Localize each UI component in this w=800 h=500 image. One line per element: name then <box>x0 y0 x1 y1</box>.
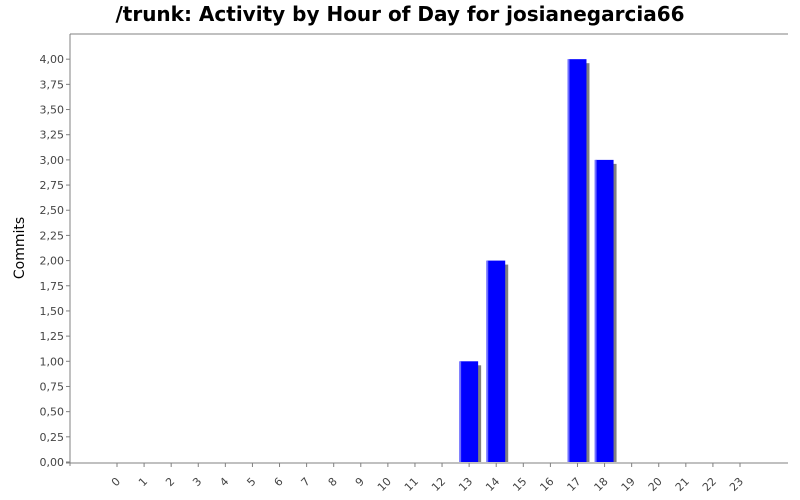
y-tick-label: 1,75 <box>40 280 65 293</box>
y-tick-label: 3,50 <box>40 104 65 117</box>
x-tick-label: 6 <box>272 475 286 489</box>
x-tick-label: 7 <box>299 475 313 489</box>
x-tick-label: 5 <box>244 475 258 489</box>
bar-highlight <box>567 59 570 462</box>
y-axis: 0,00 0,25 0,50 0,75 1,00 1,25 1,50 1,75 2,00 2,25… <box>40 53 70 469</box>
bar <box>595 159 614 462</box>
x-tick-label: 13 <box>456 475 475 494</box>
plot-background <box>70 34 788 462</box>
y-tick-label: 0,50 <box>40 406 65 419</box>
x-tick-label: 12 <box>429 475 448 494</box>
bar <box>487 260 506 462</box>
y-tick-label: 4,00 <box>40 53 65 66</box>
bar <box>460 361 479 462</box>
x-tick-label: 4 <box>217 475 231 489</box>
plot-area <box>66 33 788 466</box>
y-tick-label: 1,50 <box>40 305 65 318</box>
x-tick-label: 3 <box>190 475 204 489</box>
x-tick-label: 20 <box>646 475 665 494</box>
chart-title: /trunk: Activity by Hour of Day for josi… <box>115 2 685 26</box>
x-tick-label: 1 <box>136 475 150 489</box>
y-tick-label: 2,25 <box>40 229 65 242</box>
x-tick-label: 21 <box>673 475 692 494</box>
x-tick-label: 17 <box>565 475 584 494</box>
bar-highlight <box>459 361 462 462</box>
bar-highlight <box>594 159 597 462</box>
y-tick-label: 3,25 <box>40 129 65 142</box>
y-tick-label: 3,75 <box>40 78 65 91</box>
y-axis-label: Commits <box>12 217 28 279</box>
bar-highlight <box>486 260 489 462</box>
x-tick-label: 18 <box>592 475 611 494</box>
y-tick-label: 3,00 <box>40 154 65 167</box>
x-tick-label: 11 <box>402 475 421 494</box>
x-tick-label: 8 <box>326 475 340 489</box>
y-tick-label: 0,00 <box>40 456 65 469</box>
x-tick-label: 14 <box>483 475 502 494</box>
y-tick-label: 1,00 <box>40 355 65 368</box>
y-tick-label: 1,25 <box>40 330 65 343</box>
y-tick-label: 2,50 <box>40 204 65 217</box>
x-tick-label: 9 <box>353 475 367 489</box>
y-tick-label: 0,25 <box>40 431 65 444</box>
y-tick-label: 2,75 <box>40 179 65 192</box>
bars <box>459 59 617 462</box>
x-tick-label: 23 <box>727 475 746 494</box>
bar <box>568 59 587 462</box>
x-tick-label: 16 <box>537 475 556 494</box>
x-tick-label: 22 <box>700 475 719 494</box>
x-tick-label: 10 <box>375 475 394 494</box>
x-tick-label: 15 <box>510 475 529 494</box>
x-tick-label: 0 <box>109 475 123 489</box>
y-tick-label: 0,75 <box>40 380 65 393</box>
x-axis: 0 1 2 3 4 5 6 7 8 9 10 11 12 13 14 15 16 17 18 19 20 21 22 23 <box>109 463 746 494</box>
y-tick-label: 2,00 <box>40 255 65 268</box>
x-tick-label: 19 <box>619 475 638 494</box>
x-tick-label: 2 <box>163 475 177 489</box>
